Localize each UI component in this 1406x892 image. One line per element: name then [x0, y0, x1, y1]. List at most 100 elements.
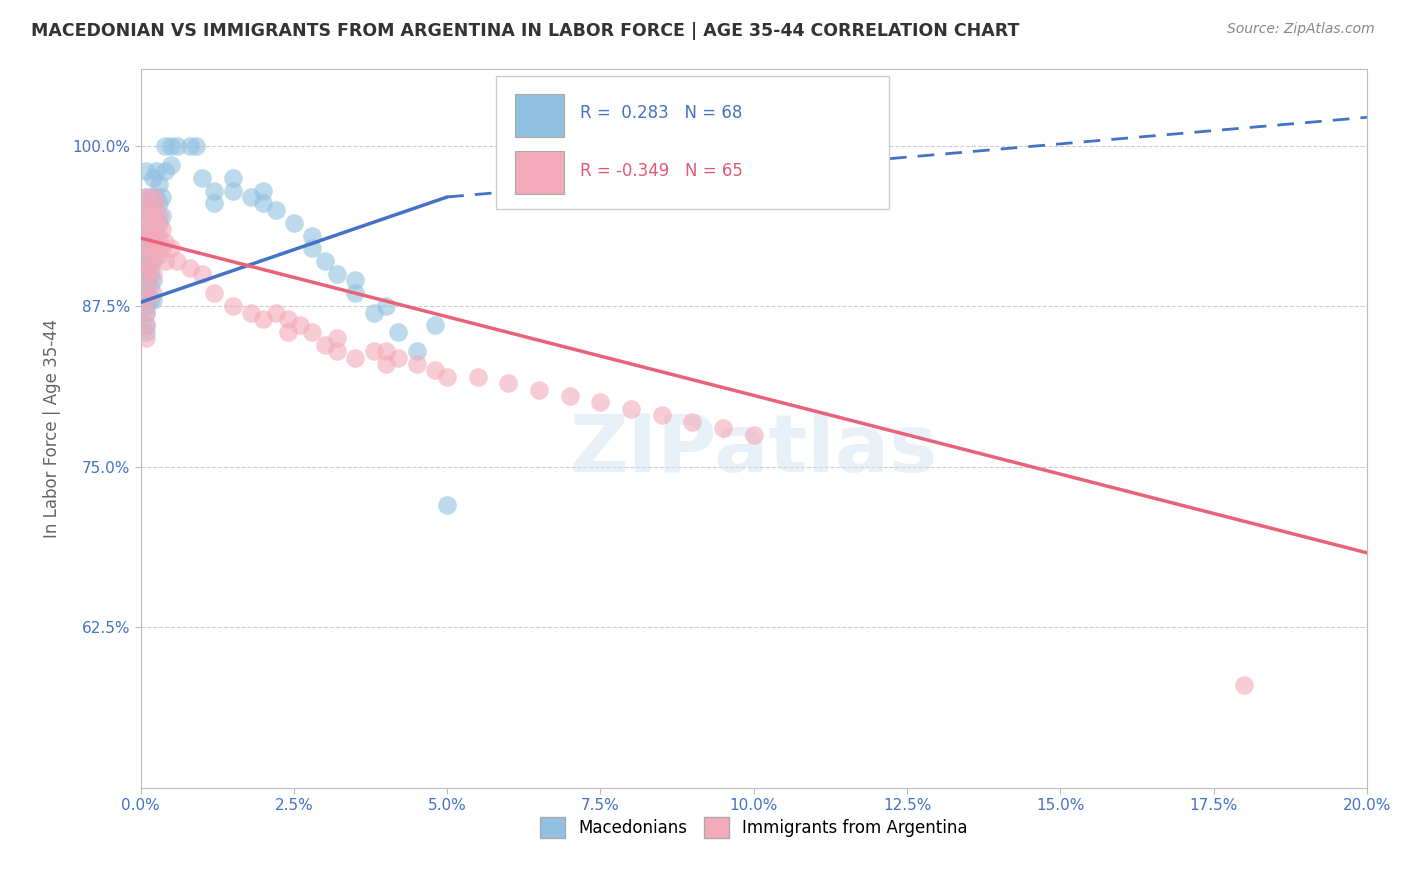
Point: [150, 222, 173, 236]
Point: [135, 318, 157, 333]
Point: [374, 299, 396, 313]
Point: [135, 216, 157, 230]
Point: [277, 312, 299, 326]
Point: [301, 325, 323, 339]
Text: R =  0.283   N = 68: R = 0.283 N = 68: [579, 104, 742, 122]
Point: [135, 228, 157, 243]
Text: R = -0.349   N = 65: R = -0.349 N = 65: [579, 161, 742, 179]
Point: [651, 409, 673, 423]
Point: [142, 228, 165, 243]
Point: [142, 293, 165, 307]
Point: [139, 280, 162, 294]
Point: [135, 202, 157, 217]
Point: [135, 299, 157, 313]
Point: [148, 196, 170, 211]
Point: [344, 273, 367, 287]
Point: [135, 254, 157, 268]
Point: [135, 228, 157, 243]
Text: MACEDONIAN VS IMMIGRANTS FROM ARGENTINA IN LABOR FORCE | AGE 35-44 CORRELATION C: MACEDONIAN VS IMMIGRANTS FROM ARGENTINA …: [31, 22, 1019, 40]
Point: [135, 280, 157, 294]
Point: [135, 241, 157, 255]
Point: [240, 305, 263, 319]
Point: [221, 299, 243, 313]
Point: [498, 376, 520, 391]
Point: [142, 190, 165, 204]
Point: [148, 248, 170, 262]
Point: [153, 254, 176, 268]
Point: [139, 241, 162, 255]
Point: [135, 293, 157, 307]
Point: [135, 190, 157, 204]
Point: [374, 344, 396, 359]
Point: [142, 196, 165, 211]
Point: [344, 351, 367, 365]
Point: [135, 267, 157, 281]
Point: [145, 235, 167, 249]
Point: [139, 254, 162, 268]
Point: [135, 164, 157, 178]
Point: [142, 248, 165, 262]
Point: [202, 184, 225, 198]
Point: [135, 273, 157, 287]
Point: [184, 138, 207, 153]
FancyBboxPatch shape: [515, 152, 564, 194]
Point: [589, 395, 612, 409]
Point: [405, 357, 427, 371]
Point: [135, 280, 157, 294]
Point: [423, 318, 446, 333]
Point: [139, 190, 162, 204]
Point: [436, 498, 458, 512]
Point: [742, 427, 765, 442]
Point: [148, 228, 170, 243]
Point: [166, 254, 188, 268]
Point: [145, 209, 167, 223]
Point: [252, 312, 274, 326]
Point: [160, 241, 183, 255]
Point: [139, 222, 162, 236]
Point: [153, 138, 176, 153]
Point: [191, 170, 214, 185]
Point: [142, 222, 165, 236]
Point: [135, 202, 157, 217]
Point: [135, 318, 157, 333]
Point: [135, 190, 157, 204]
Point: [139, 241, 162, 255]
Point: [150, 190, 173, 204]
Point: [139, 222, 162, 236]
Point: [283, 216, 305, 230]
Point: [135, 216, 157, 230]
Point: [135, 260, 157, 275]
Point: [135, 331, 157, 345]
Text: Source: ZipAtlas.com: Source: ZipAtlas.com: [1227, 22, 1375, 37]
Point: [436, 369, 458, 384]
Point: [301, 228, 323, 243]
Point: [160, 158, 183, 172]
Point: [221, 184, 243, 198]
Point: [142, 267, 165, 281]
Point: [405, 344, 427, 359]
Point: [139, 293, 162, 307]
Point: [179, 260, 201, 275]
Point: [252, 196, 274, 211]
Point: [139, 267, 162, 281]
Point: [1233, 678, 1256, 692]
Point: [202, 196, 225, 211]
Point: [135, 248, 157, 262]
Point: [148, 177, 170, 191]
Point: [142, 241, 165, 255]
Point: [252, 184, 274, 198]
Point: [423, 363, 446, 377]
Point: [558, 389, 581, 403]
Point: [301, 241, 323, 255]
Point: [288, 318, 311, 333]
Point: [145, 216, 167, 230]
Point: [363, 305, 385, 319]
Point: [139, 202, 162, 217]
Legend: Macedonians, Immigrants from Argentina: Macedonians, Immigrants from Argentina: [533, 811, 974, 844]
Point: [326, 344, 349, 359]
Point: [264, 305, 287, 319]
Point: [142, 254, 165, 268]
Point: [135, 305, 157, 319]
Point: [191, 267, 214, 281]
Point: [145, 228, 167, 243]
